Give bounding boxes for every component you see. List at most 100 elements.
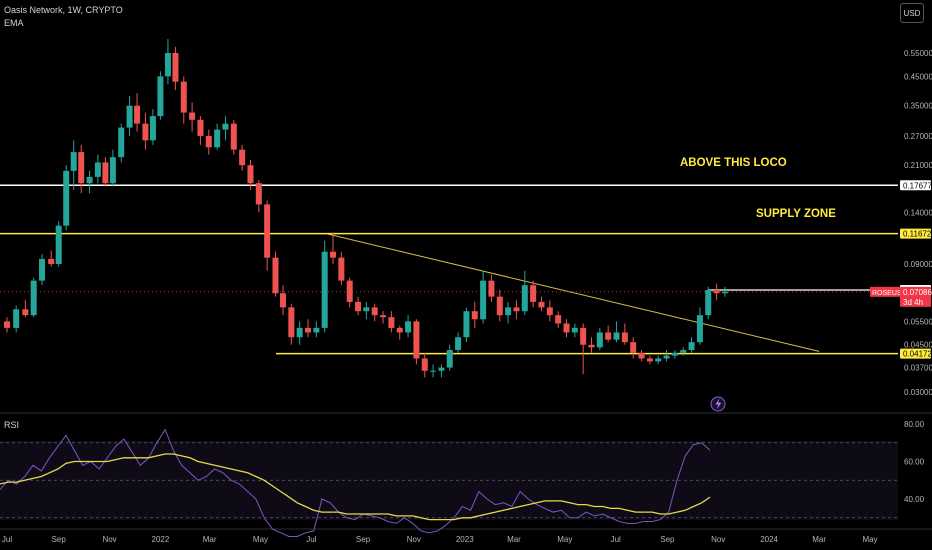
candle bbox=[214, 123, 221, 150]
candle bbox=[39, 254, 46, 286]
candle bbox=[505, 301, 512, 324]
candle bbox=[279, 285, 286, 316]
time-axis-tick-15: 2024 bbox=[760, 535, 778, 544]
candle bbox=[4, 317, 10, 333]
candle bbox=[118, 123, 125, 163]
time-axis-tick-0: Jul bbox=[2, 535, 12, 544]
candle bbox=[713, 283, 720, 301]
ema-indicator-label[interactable]: EMA bbox=[4, 18, 24, 28]
candle bbox=[313, 321, 320, 338]
candle bbox=[413, 319, 420, 365]
candle bbox=[638, 350, 645, 362]
time-axis-tick-10: Mar bbox=[507, 535, 521, 544]
annotation-supply-zone: SUPPLY ZONE bbox=[756, 208, 836, 220]
lightning-icon[interactable] bbox=[710, 396, 726, 412]
candle bbox=[530, 280, 537, 308]
time-axis-tick-14: Nov bbox=[711, 535, 725, 544]
candle bbox=[205, 129, 212, 155]
price-axis-tick-2: 0.35000 bbox=[904, 102, 932, 111]
candle bbox=[63, 165, 70, 231]
time-axis-tick-16: Mar bbox=[812, 535, 826, 544]
price-tag-3: 0.04172 bbox=[900, 348, 932, 359]
candle bbox=[239, 144, 246, 171]
candle bbox=[605, 325, 612, 343]
candle bbox=[134, 93, 141, 132]
time-axis-tick-9: 2023 bbox=[456, 535, 474, 544]
candle bbox=[480, 270, 487, 324]
rsi-axis-tick-0: 80.00 bbox=[904, 420, 925, 429]
candle bbox=[521, 270, 528, 316]
candle bbox=[563, 319, 570, 338]
candle bbox=[580, 323, 587, 375]
candle bbox=[646, 355, 653, 365]
price-axis-tick-8: 0.04500 bbox=[904, 341, 932, 350]
candle bbox=[596, 327, 603, 351]
candle bbox=[388, 311, 395, 333]
annotation-above-this-loco: ABOVE THIS LOCO bbox=[680, 157, 787, 169]
candle bbox=[571, 323, 578, 338]
candle bbox=[621, 323, 628, 345]
time-axis-tick-1: Sep bbox=[52, 535, 67, 544]
chart-title: Oasis Network, 1W, CRYPTO bbox=[4, 5, 123, 15]
candle bbox=[70, 140, 77, 190]
rsi-axis-tick-1: 60.00 bbox=[904, 458, 925, 467]
candle bbox=[30, 277, 37, 318]
candle bbox=[86, 170, 93, 194]
svg-text:0.11672: 0.11672 bbox=[903, 230, 932, 239]
time-axis-tick-8: Nov bbox=[407, 535, 421, 544]
candle bbox=[157, 71, 164, 120]
candle bbox=[538, 296, 545, 312]
candle bbox=[321, 240, 328, 333]
candle bbox=[255, 179, 262, 213]
candle bbox=[22, 300, 29, 318]
time-axis-tick-6: Jul bbox=[306, 535, 316, 544]
candle bbox=[663, 350, 670, 362]
rsi-ma-line bbox=[0, 453, 711, 521]
price-axis-tick-10: 0.03000 bbox=[904, 388, 932, 397]
candle bbox=[371, 303, 378, 322]
time-axis-tick-2: Nov bbox=[102, 535, 116, 544]
candle bbox=[222, 116, 229, 141]
candle bbox=[180, 76, 187, 124]
candle bbox=[78, 144, 85, 194]
current-price-value: 0.07086 bbox=[903, 288, 932, 297]
rsi-line bbox=[0, 428, 711, 537]
candle bbox=[421, 352, 428, 378]
candle bbox=[230, 119, 237, 155]
bar-countdown: 3d 4h bbox=[903, 298, 923, 307]
candle bbox=[164, 39, 171, 85]
candle bbox=[513, 300, 520, 320]
candle bbox=[655, 355, 662, 365]
candle bbox=[405, 315, 412, 338]
time-axis-tick-17: May bbox=[862, 535, 877, 544]
rsi-indicator-label[interactable]: RSI bbox=[4, 420, 20, 430]
candle bbox=[172, 46, 179, 91]
time-axis-tick-3: 2022 bbox=[152, 535, 170, 544]
candle bbox=[272, 251, 279, 297]
candle bbox=[330, 232, 337, 264]
candle bbox=[142, 112, 149, 150]
candle bbox=[488, 274, 495, 302]
svg-text:ROSEUSD: ROSEUSD bbox=[872, 290, 907, 297]
candle bbox=[48, 250, 55, 267]
trendline[interactable] bbox=[327, 233, 820, 352]
candle bbox=[688, 337, 695, 353]
candle bbox=[94, 154, 101, 184]
price-axis-tick-6: 0.09000 bbox=[904, 260, 932, 269]
time-axis-tick-4: Mar bbox=[203, 535, 217, 544]
candle bbox=[705, 286, 712, 320]
candle bbox=[363, 301, 370, 320]
candle bbox=[696, 307, 703, 345]
candle bbox=[446, 344, 453, 371]
candle bbox=[380, 311, 387, 324]
price-tag-0: 0.17677 bbox=[900, 180, 932, 191]
candle bbox=[264, 200, 271, 271]
currency-button[interactable]: USD bbox=[900, 3, 924, 23]
rsi-band bbox=[0, 441, 898, 520]
svg-text:0.04172: 0.04172 bbox=[903, 350, 932, 359]
candle bbox=[338, 251, 345, 286]
candle bbox=[721, 286, 728, 297]
time-axis-tick-13: Sep bbox=[660, 535, 675, 544]
